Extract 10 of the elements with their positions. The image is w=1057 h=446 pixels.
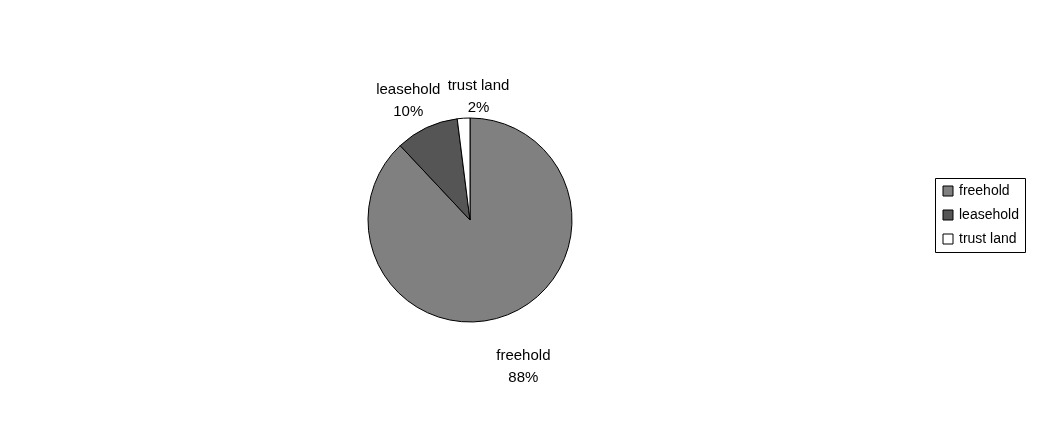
legend-label: trust land bbox=[959, 230, 1017, 246]
legend-label: freehold bbox=[959, 182, 1010, 198]
data-label: 2% bbox=[467, 98, 490, 116]
data-label: 88% bbox=[508, 367, 539, 385]
pie-slice bbox=[367, 117, 573, 323]
legend-label: leasehold bbox=[959, 206, 1019, 222]
slice-label: leasehold bbox=[376, 79, 441, 97]
data-label: 10% bbox=[393, 101, 424, 119]
slice-label: freehold bbox=[496, 345, 551, 363]
slice-label: trust land bbox=[447, 76, 510, 94]
